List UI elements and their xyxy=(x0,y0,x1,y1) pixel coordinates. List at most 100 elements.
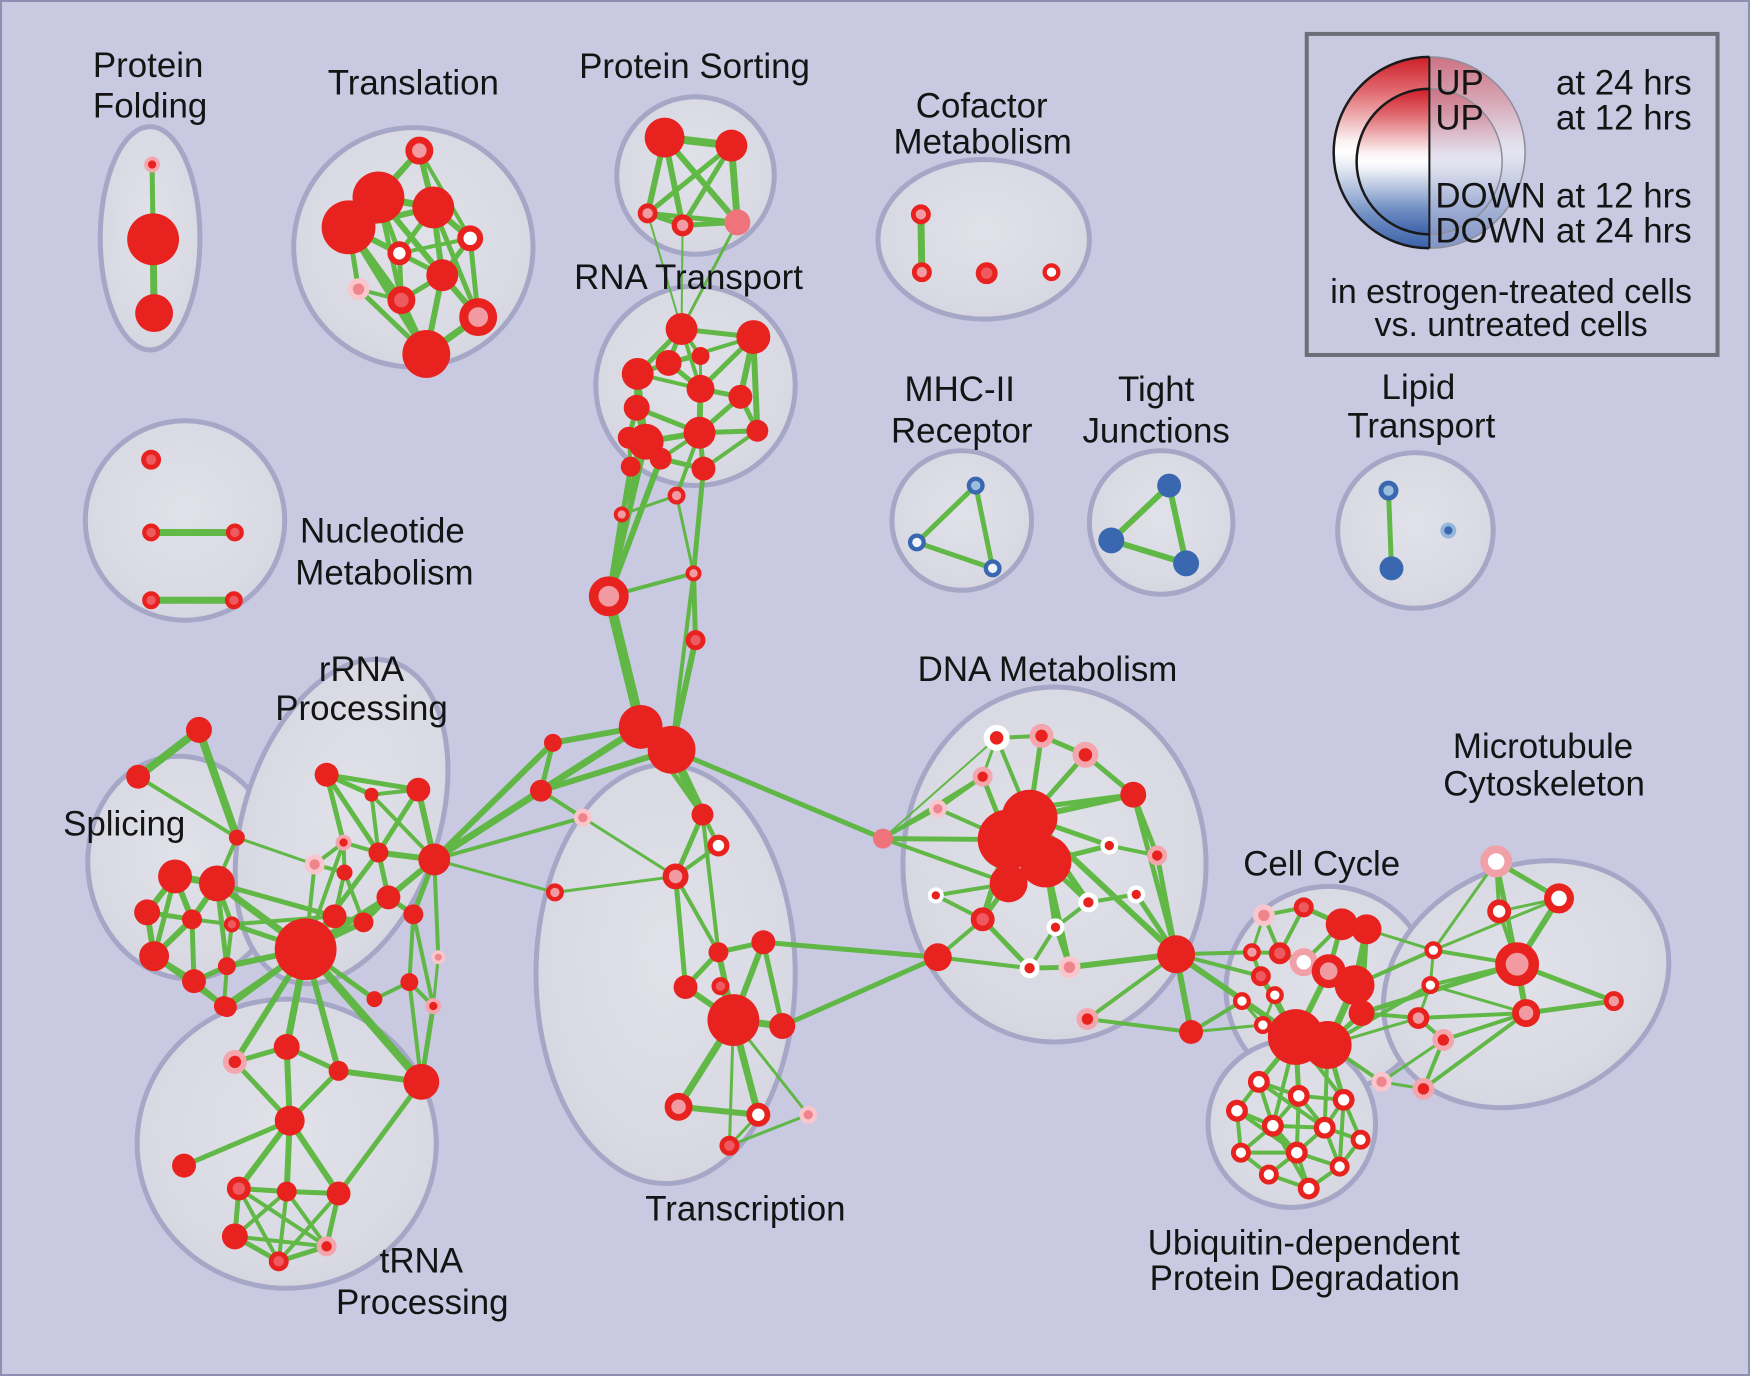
edge-mh1-mh2 xyxy=(914,483,979,545)
edge-cn7-tr3 xyxy=(581,816,678,878)
gene-node-mh1 xyxy=(966,476,985,495)
gene-node-tr3 xyxy=(662,863,689,890)
gene-node-m6 xyxy=(1421,976,1440,995)
legend-time-2: at 12 hrs xyxy=(1556,176,1692,215)
cluster-label-rna-transport-0: RNA Transport xyxy=(574,258,803,297)
gene-node-rt11 xyxy=(691,346,710,365)
gene-node-tr14 xyxy=(719,1135,740,1156)
gene-node-tr11 xyxy=(664,1092,693,1121)
gene-node-d20 xyxy=(1058,956,1081,979)
cluster-label-nucleotide-metabolism-0: Nucleotide xyxy=(300,511,465,550)
edge-tj2-tj3 xyxy=(1108,537,1190,567)
cluster-label-cell-cycle-0: Cell Cycle xyxy=(1243,844,1400,883)
gene-node-d12 xyxy=(1100,836,1119,855)
legend-outer-arc-left xyxy=(1332,55,1430,250)
edge-tj1-tj2 xyxy=(1108,482,1173,544)
cluster-bubble-lipid-transport xyxy=(1335,450,1496,611)
gene-node-u12 xyxy=(1297,1177,1320,1200)
edge-tnh-tn5 xyxy=(181,1118,293,1169)
edge-cn6-rr8 xyxy=(430,787,545,863)
gene-node-rr13 xyxy=(431,950,446,965)
gene-node-u2 xyxy=(1287,1084,1310,1107)
gene-node-rt4 xyxy=(655,349,682,376)
edge-bridge-d5 xyxy=(881,807,940,841)
edge-tr6-tr15 xyxy=(760,939,941,960)
cluster-label-dna-metabolism-0: DNA Metabolism xyxy=(918,650,1178,689)
gene-node-cc8 xyxy=(1351,914,1382,945)
gene-node-th1 xyxy=(226,1176,251,1201)
edge-th1-th5 xyxy=(236,1186,329,1249)
gene-node-tr10 xyxy=(769,1013,796,1039)
cluster-label-cofactor-metabolism-0: Cofactor xyxy=(916,87,1048,126)
gene-node-m5 xyxy=(1495,942,1540,987)
gene-node-tj1 xyxy=(1157,473,1182,498)
edge-mh2-mh3 xyxy=(914,539,996,571)
gene-node-m9 xyxy=(1407,1007,1430,1030)
gene-node-d14 xyxy=(927,887,944,904)
gene-node-mh2 xyxy=(907,533,926,552)
gene-node-pf2 xyxy=(127,213,180,266)
gene-node-tnh xyxy=(274,1105,305,1136)
gene-node-cc6 xyxy=(1289,948,1318,977)
gene-node-m7 xyxy=(1512,999,1541,1028)
gene-node-rt10 xyxy=(746,419,769,442)
gene-node-u5 xyxy=(1261,1114,1284,1137)
gene-node-d15 xyxy=(970,907,995,932)
gene-node-sp3 xyxy=(134,899,161,926)
gene-node-nu3 xyxy=(225,523,244,542)
gene-node-cf1 xyxy=(910,204,931,225)
gene-node-hb1 xyxy=(685,565,702,582)
edge-ps5-rt1 xyxy=(680,220,739,331)
edge-m7-m8 xyxy=(1523,998,1617,1016)
gene-node-nu4 xyxy=(142,591,161,610)
gene-node-rt7 xyxy=(623,394,650,421)
gene-node-tl1 xyxy=(405,136,434,165)
cluster-label-ubiquitin-degradation-1: Protein Degradation xyxy=(1150,1259,1460,1298)
gene-node-rr3 xyxy=(406,777,431,802)
cluster-label-tight-junctions-1: Junctions xyxy=(1083,412,1230,451)
gene-node-rr6 xyxy=(368,842,389,863)
legend-direction-2: DOWN xyxy=(1435,176,1545,215)
edge-tr13-tr14 xyxy=(727,1113,810,1148)
gene-node-d11 xyxy=(989,864,1028,903)
edge-st2-st3 xyxy=(136,774,239,840)
gene-node-cn5 xyxy=(543,733,562,752)
gene-node-rr15 xyxy=(366,991,383,1008)
legend-direction-0: UP xyxy=(1435,64,1483,103)
edge-tn4-th3 xyxy=(336,1079,424,1197)
gene-node-tl11 xyxy=(402,330,451,378)
gene-node-m2 xyxy=(1544,883,1574,914)
gene-node-tr5 xyxy=(708,942,729,963)
gene-node-cc12 xyxy=(1232,992,1251,1011)
gene-node-rt2 xyxy=(736,320,771,354)
edge-tr1-tr5 xyxy=(700,812,721,955)
edge-rr13-rr16 xyxy=(431,955,440,1008)
gene-node-th4 xyxy=(221,1223,248,1250)
gene-node-rr7 xyxy=(336,864,353,881)
gene-node-d17 xyxy=(1046,918,1065,937)
gene-node-hp xyxy=(588,576,629,617)
edge-th3-th6 xyxy=(276,1191,341,1264)
gene-node-ps1 xyxy=(644,117,685,158)
cluster-bubble-cofactor-metabolism xyxy=(875,157,1092,322)
gene-node-tr7 xyxy=(673,975,698,1000)
gene-node-nu5 xyxy=(224,591,243,610)
gene-node-m8 xyxy=(1603,991,1624,1012)
gene-node-cf2 xyxy=(911,262,932,283)
legend-box xyxy=(1304,31,1720,357)
gene-node-rt8 xyxy=(683,416,716,449)
edge-mh1-mh3 xyxy=(973,483,996,571)
cluster-label-protein-folding-1: Folding xyxy=(93,87,207,126)
gene-node-sp5 xyxy=(223,916,240,933)
cluster-label-lipid-transport-0: Lipid xyxy=(1382,368,1456,407)
gene-node-d3 xyxy=(1072,741,1099,768)
gene-node-tn3 xyxy=(328,1060,349,1081)
gene-node-cc2 xyxy=(1293,897,1314,918)
cluster-label-cofactor-metabolism-1: Metabolism xyxy=(894,123,1072,162)
gene-node-cc15 xyxy=(1303,1021,1352,1069)
cluster-label-rrna-processing-0: rRNA xyxy=(319,650,405,689)
gene-node-cc11 xyxy=(1265,986,1284,1005)
gene-node-hub2 xyxy=(647,725,696,774)
gene-node-d23 xyxy=(1157,935,1196,974)
gene-node-cc7 xyxy=(1325,908,1358,941)
